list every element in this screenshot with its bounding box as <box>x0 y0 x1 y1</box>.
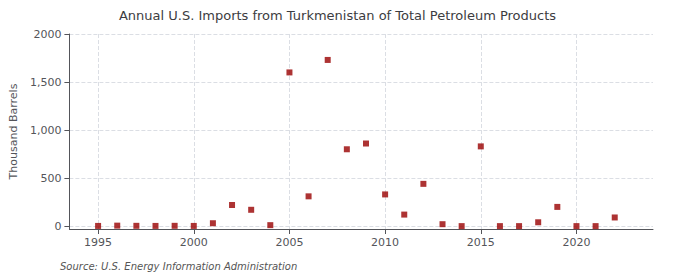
svg-text:Thousand Barrels: Thousand Barrels <box>7 83 20 180</box>
svg-text:1,500: 1,500 <box>30 76 62 89</box>
svg-text:2010: 2010 <box>371 236 399 249</box>
svg-text:1995: 1995 <box>84 236 112 249</box>
svg-text:500: 500 <box>40 172 61 185</box>
svg-text:0: 0 <box>54 220 61 233</box>
svg-text:2015: 2015 <box>467 236 495 249</box>
svg-text:2000: 2000 <box>33 28 61 41</box>
svg-text:Source: U.S. Energy Informatio: Source: U.S. Energy Information Administ… <box>60 261 297 272</box>
svg-text:2000: 2000 <box>180 236 208 249</box>
svg-text:2005: 2005 <box>275 236 303 249</box>
svg-text:Annual U.S. Imports from Turkm: Annual U.S. Imports from Turkmenistan of… <box>119 8 556 23</box>
svg-text:2020: 2020 <box>562 236 590 249</box>
svg-text:1,000: 1,000 <box>30 124 62 137</box>
